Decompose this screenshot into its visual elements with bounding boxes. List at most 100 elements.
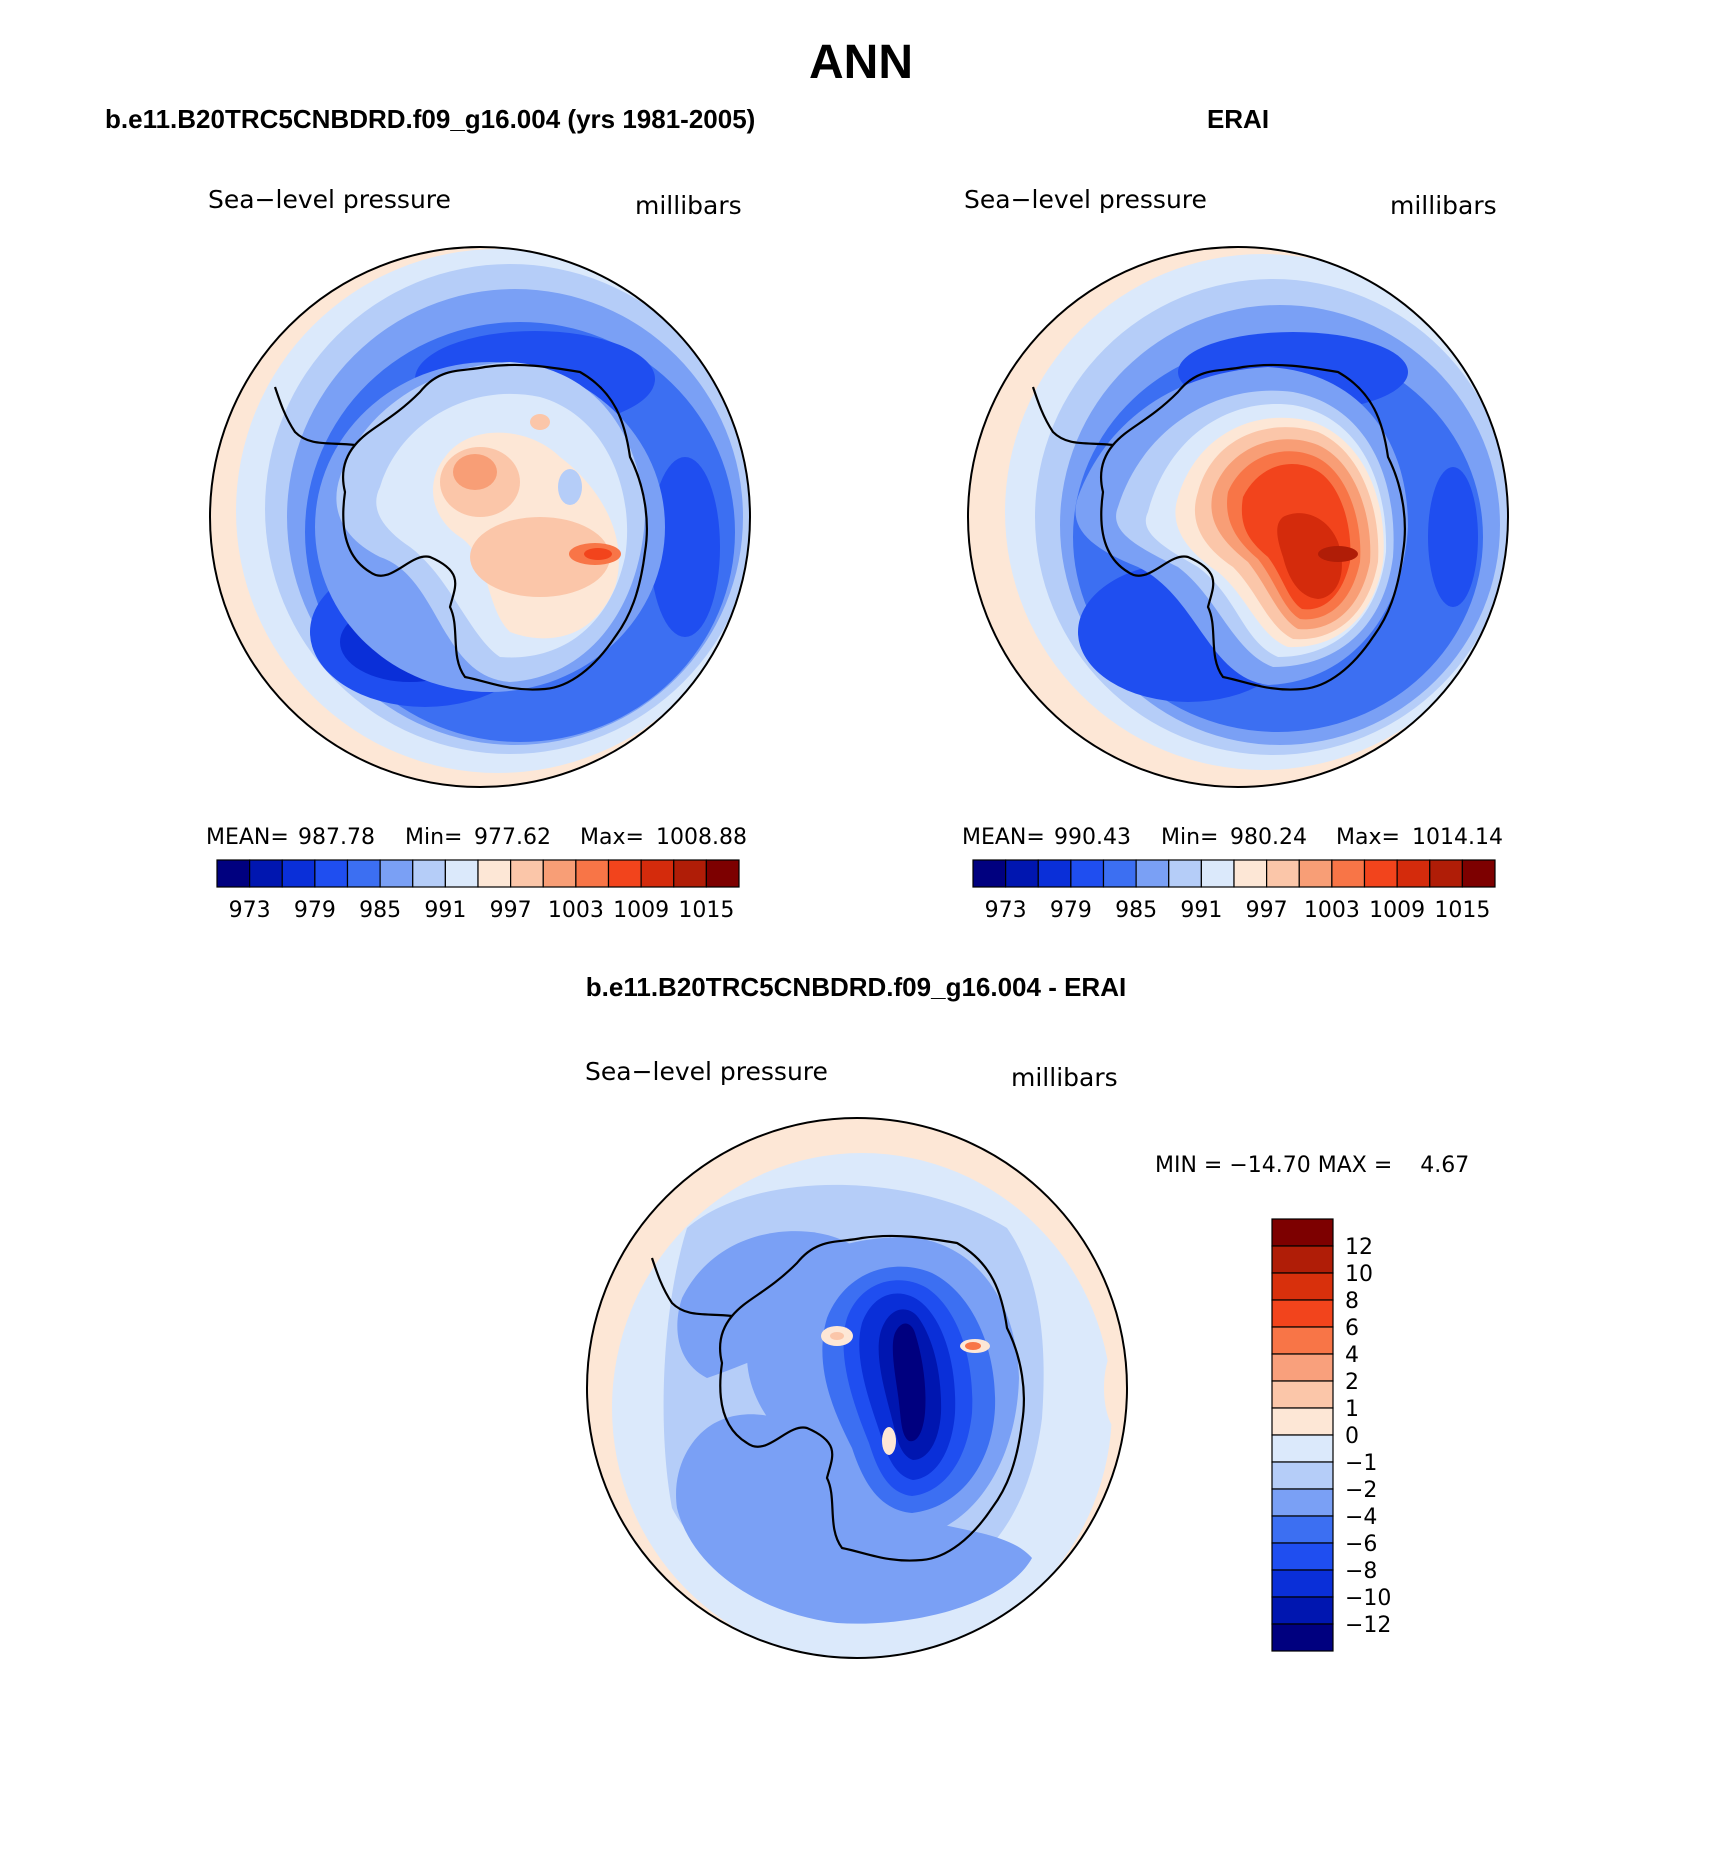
- panel-a-mean-label: MEAN=: [206, 825, 289, 850]
- panel-c-colorbar-tick-label: −6: [1345, 1532, 1377, 1557]
- panel-a-colorbar-swatch: [542, 859, 577, 888]
- panel-a: Sea−level pressure millibars: [206, 185, 751, 923]
- panel-a-colorbar-swatch: [314, 859, 349, 888]
- panel-b-mean-value: 990.43: [1054, 825, 1131, 850]
- panel-a-colorbar-swatch: [281, 859, 316, 888]
- panel-b-colorbar-swatch: [1070, 859, 1105, 888]
- panel-a-colorbar-swatch: [607, 859, 642, 888]
- panel-c-minmax: MIN = −14.70 MAX = 4.67: [1155, 1153, 1469, 1178]
- panel-b-colorbar-swatch: [1331, 859, 1366, 888]
- panel-a-colorbar-tick-label: 979: [294, 898, 336, 923]
- panel-b-mean-label: MEAN=: [962, 825, 1045, 850]
- panel-c-colorbar-tick-label: −10: [1345, 1586, 1391, 1611]
- panel-c-colorbar-swatch: [1271, 1380, 1334, 1409]
- panel-b-colorbar-tick-label: 973: [985, 898, 1027, 923]
- panel-b: Sea−level pressure millibars: [962, 185, 1509, 923]
- panel-c-colorbar-tick-label: 4: [1345, 1343, 1359, 1368]
- panel-b-colorbar-swatch: [1168, 859, 1202, 888]
- panel-c-colorbar-swatch: [1271, 1218, 1334, 1247]
- panel-c-colorbar-tick-label: 10: [1345, 1262, 1373, 1287]
- panel-c-colorbar-tick-label: 12: [1345, 1235, 1373, 1260]
- panel-b-colorbar-swatch: [1200, 859, 1235, 888]
- panel-a-colorbar-tick-label: 1003: [548, 898, 604, 923]
- panel-b-min-label: Min=: [1161, 825, 1218, 850]
- panel-c-colorbar-swatch: [1271, 1245, 1334, 1274]
- panel-b-max-value: 1014.14: [1412, 825, 1503, 850]
- panel-c-colorbar-tick-label: −12: [1345, 1613, 1391, 1638]
- panel-b-colorbar-tick-label: 997: [1246, 898, 1288, 923]
- panel-a-colorbar-tick-label: 997: [490, 898, 532, 923]
- panel-c-colorbar-tick-label: −1: [1345, 1451, 1377, 1476]
- panel-a-colorbar-tick-label: 1009: [613, 898, 669, 923]
- panel-c-colorbar-swatch: [1271, 1326, 1334, 1355]
- panel-a-colorbar-swatch: [346, 859, 381, 888]
- panel-a-colorbar-swatch: [379, 859, 414, 888]
- panel-a-colorbar-tick-label: 1015: [678, 898, 734, 923]
- panel-c-colorbar-tick-label: 1: [1345, 1397, 1359, 1422]
- panel-c-colorbar-tick-label: 0: [1345, 1424, 1359, 1449]
- panel-c-colorbar-swatch: [1271, 1353, 1334, 1382]
- panel-c-colorbar-tick-label: 6: [1345, 1316, 1359, 1341]
- panel-a-units: millibars: [635, 191, 742, 220]
- panel-a-colorbar-swatch: [640, 859, 675, 888]
- panel-b-min-value: 980.24: [1230, 825, 1307, 850]
- panel-c-colorbar-tick-label: −4: [1345, 1505, 1377, 1530]
- panel-b-colorbar-swatch: [1396, 859, 1431, 888]
- panel-c-colorbar-swatch: [1271, 1542, 1334, 1571]
- panel-a-map: [209, 246, 751, 788]
- panel-a-colorbar-swatch: [705, 859, 740, 888]
- panel-a-colorbar-swatch: [216, 859, 251, 888]
- panel-b-colorbar-swatch: [1461, 859, 1496, 888]
- panel-b-colorbar-tick-label: 1009: [1369, 898, 1425, 923]
- panel-b-units: millibars: [1390, 191, 1497, 220]
- panel-b-max-label: Max=: [1336, 825, 1400, 850]
- panel-a-colorbar-swatch: [575, 859, 610, 888]
- panel-a-mean-value: 987.78: [298, 825, 375, 850]
- panel-a-colorbar-swatch: [510, 859, 544, 888]
- panel-b-colorbar-swatch: [1298, 859, 1333, 888]
- panel-c-colorbar-swatch: [1271, 1488, 1334, 1517]
- panel-b-variable: Sea−level pressure: [964, 185, 1207, 214]
- panel-b-title: ERAI: [1207, 104, 1269, 134]
- panel-b-colorbar-tick-label: 1003: [1304, 898, 1360, 923]
- panel-c-colorbar-swatch: [1271, 1299, 1334, 1328]
- panel-b-colorbar-swatch: [1037, 859, 1072, 888]
- panel-b-map: [967, 246, 1509, 788]
- panel-c-colorbar-swatch: [1271, 1596, 1334, 1625]
- panel-c: Sea−level pressure millibars MIN = −14.7…: [585, 1057, 1469, 1659]
- panel-c-colorbar-tick-label: 2: [1345, 1370, 1359, 1395]
- panel-b-colorbar-tick-label: 991: [1180, 898, 1222, 923]
- panel-b-stats: MEAN= 990.43 Min= 980.24 Max= 1014.14: [962, 825, 1503, 850]
- panel-c-colorbar-tick-label: 8: [1345, 1289, 1359, 1314]
- panel-b-colorbar-swatch: [1429, 859, 1463, 888]
- panel-a-colorbar-swatch: [412, 859, 446, 888]
- panel-b-colorbar-swatch: [972, 859, 1007, 888]
- panel-a-min-value: 977.62: [474, 825, 551, 850]
- panel-a-max-label: Max=: [580, 825, 644, 850]
- panel-c-map: [586, 1117, 1128, 1659]
- panel-b-colorbar-swatch: [1266, 859, 1300, 888]
- panel-c-colorbar-tick-label: −2: [1345, 1478, 1377, 1503]
- panel-a-colorbar-swatch: [673, 859, 707, 888]
- panel-a-min-label: Min=: [405, 825, 462, 850]
- panel-b-colorbar: 973 979 985 991 997 1003 1009 1015: [972, 859, 1496, 923]
- panel-a-colorbar: 973 979 985 991 997 1003 1009 1015: [216, 859, 740, 923]
- panel-a-title: b.e11.B20TRC5CNBDRD.f09_g16.004 (yrs 198…: [105, 104, 755, 134]
- panel-c-colorbar-swatch: [1271, 1434, 1334, 1463]
- panel-b-colorbar-tick-label: 1015: [1434, 898, 1490, 923]
- panel-b-colorbar-swatch: [1363, 859, 1398, 888]
- panel-a-variable: Sea−level pressure: [208, 185, 451, 214]
- panel-c-colorbar-tick-label: −8: [1345, 1559, 1377, 1584]
- panel-b-colorbar-swatch: [1233, 859, 1268, 888]
- panel-a-stats: MEAN= 987.78 Min= 977.62 Max= 1008.88: [206, 825, 747, 850]
- panel-c-colorbar-swatch: [1271, 1569, 1334, 1598]
- panel-c-variable: Sea−level pressure: [585, 1057, 828, 1086]
- panel-c-colorbar-swatch: [1271, 1407, 1334, 1436]
- panel-b-colorbar-swatch: [1005, 859, 1039, 888]
- panel-a-colorbar-tick-label: 991: [424, 898, 466, 923]
- panel-a-colorbar-tick-label: 985: [359, 898, 401, 923]
- panel-c-title: b.e11.B20TRC5CNBDRD.f09_g16.004 - ERAI: [586, 972, 1126, 1002]
- panel-b-colorbar-swatch: [1135, 859, 1170, 888]
